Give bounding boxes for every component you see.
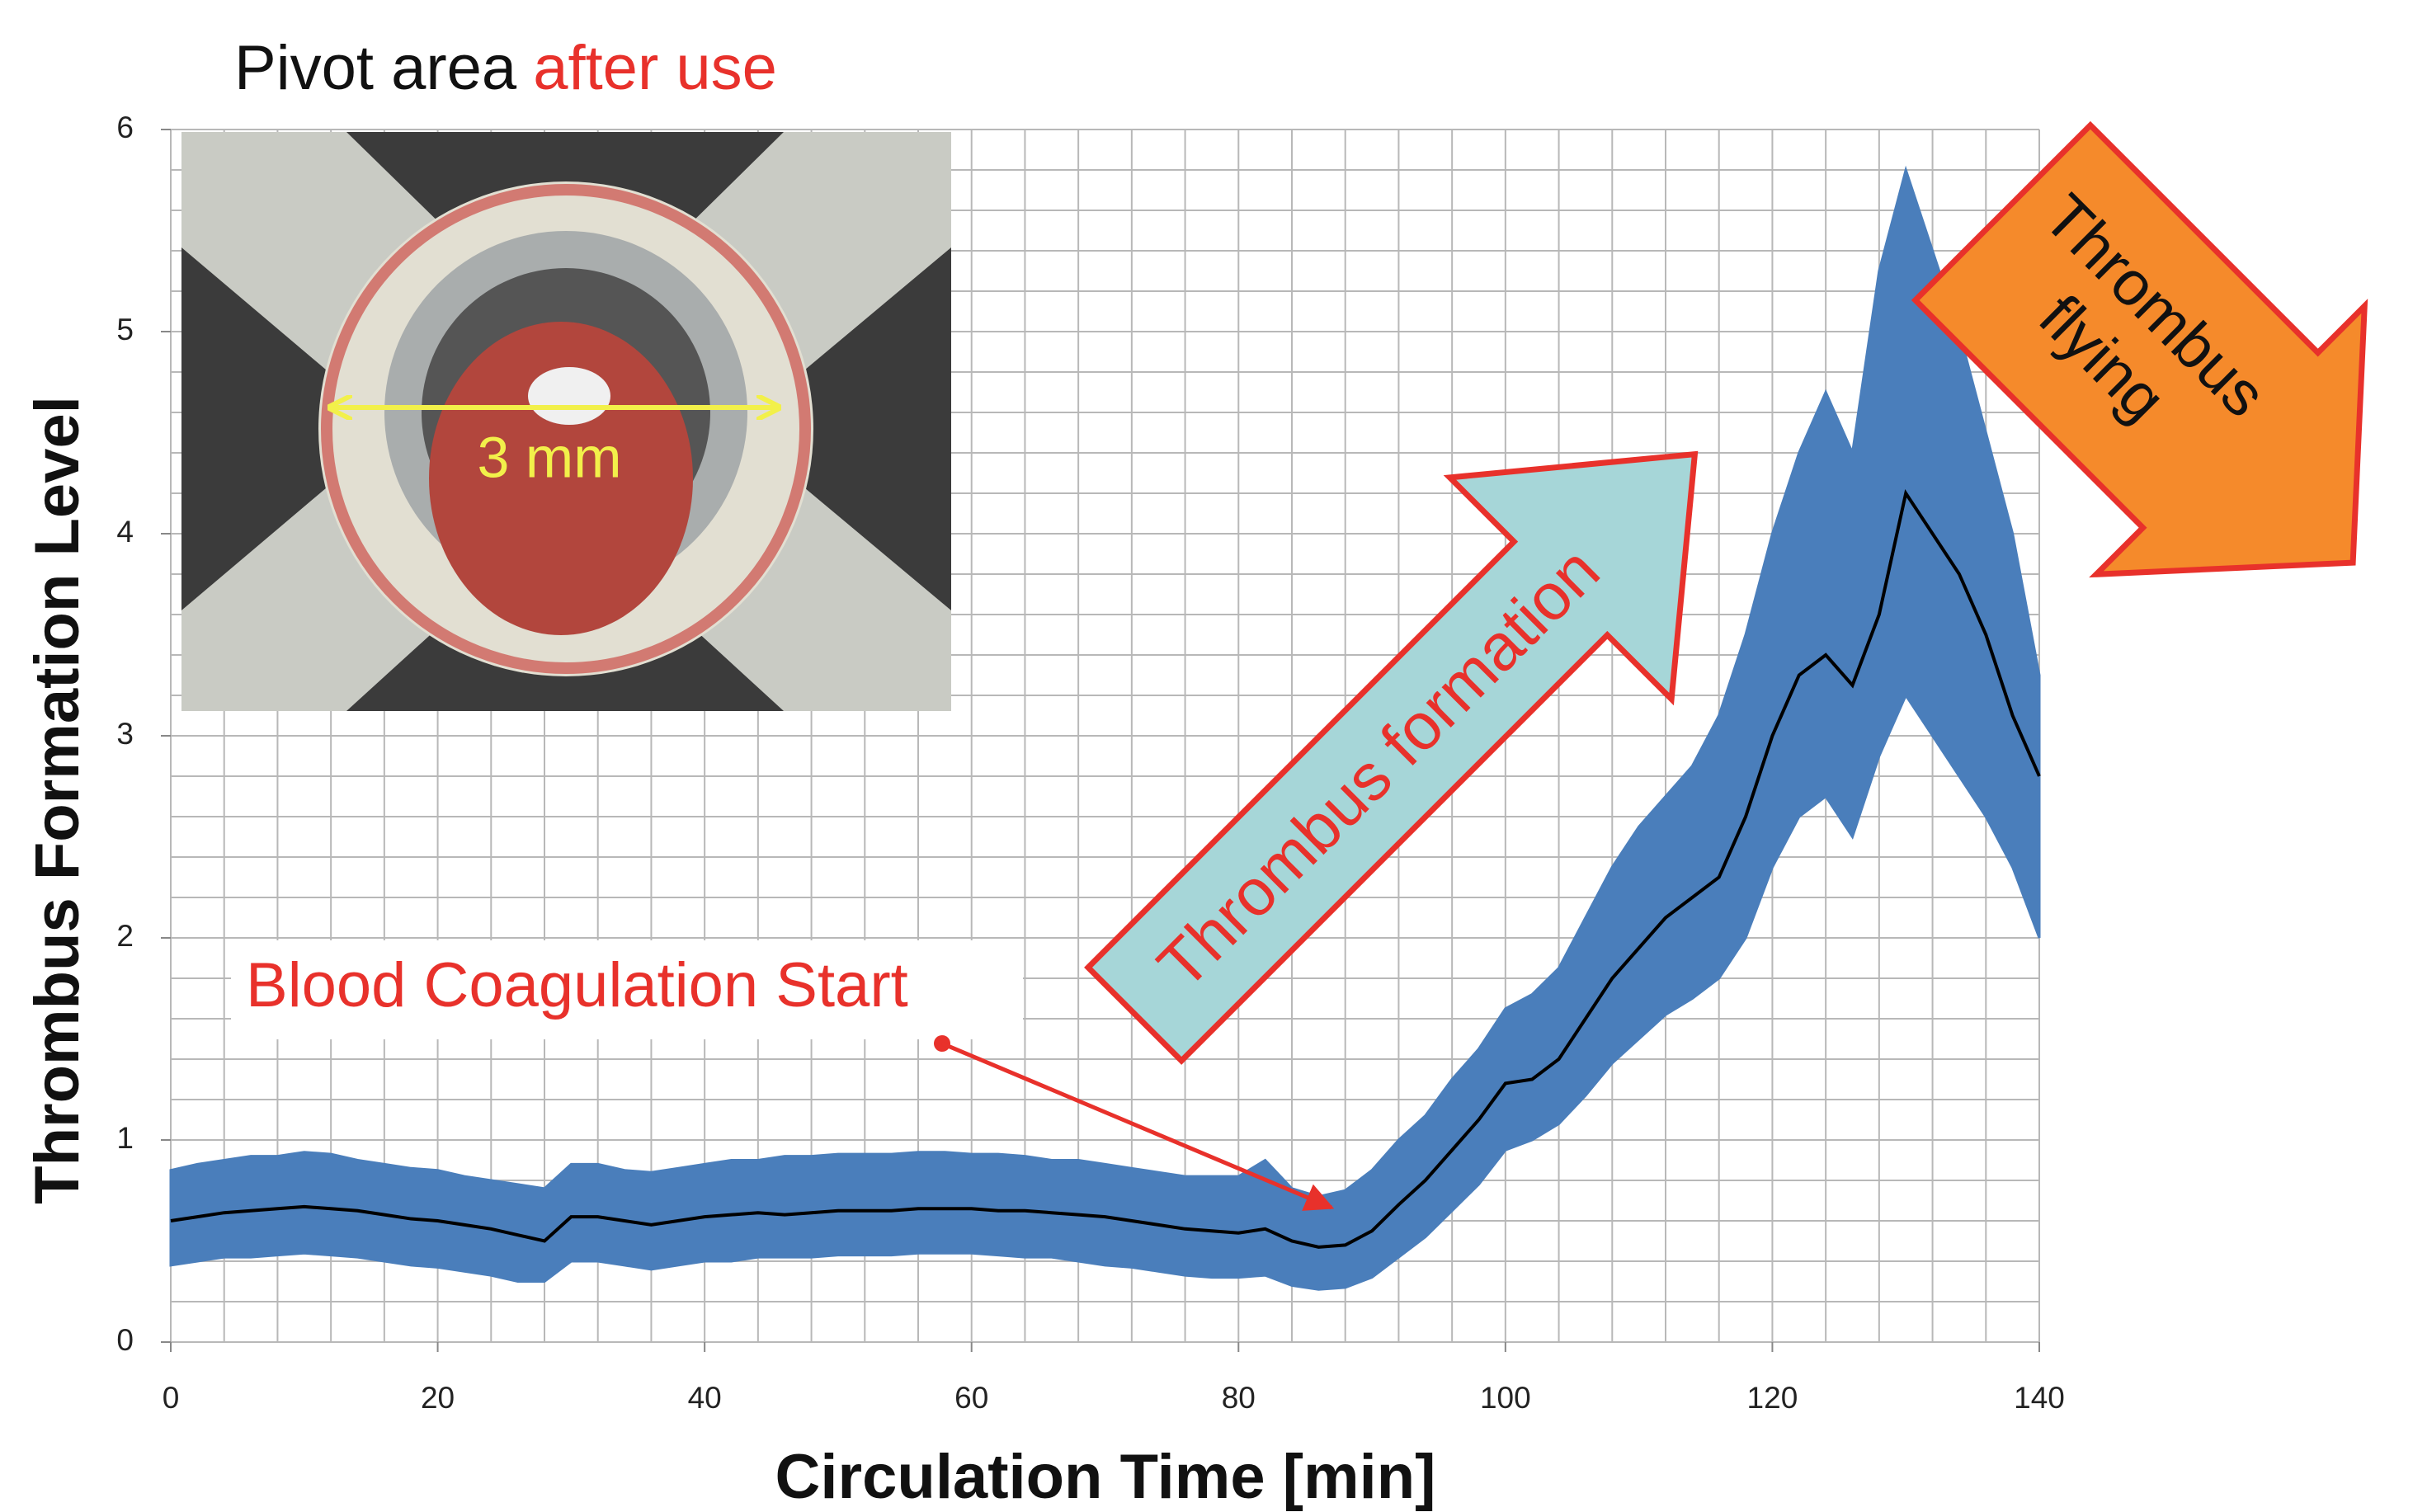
x-tick-label: 20 xyxy=(421,1381,455,1415)
smoothed-line xyxy=(170,488,2041,1249)
y-tick-label: 6 xyxy=(116,111,134,144)
y-tick-label: 4 xyxy=(116,515,134,549)
y-axis-title: Thrombus Formation Level xyxy=(22,396,92,1204)
flying-arrow: Thrombus flying xyxy=(1911,120,2368,578)
x-tick-label: 140 xyxy=(2014,1381,2065,1415)
y-tick-label: 1 xyxy=(116,1121,134,1155)
x-tick-label: 100 xyxy=(1480,1381,1531,1415)
inset-title-main: Pivot area xyxy=(234,33,517,103)
y-tick-label: 0 xyxy=(116,1323,134,1357)
formation-label: Thrombus formation xyxy=(1143,533,1613,1002)
flying-shape xyxy=(1911,120,2368,578)
formation-shape xyxy=(1084,450,1699,1065)
x-tick-label: 40 xyxy=(688,1381,722,1415)
photo-inset: 3 mm xyxy=(181,132,951,711)
inset-title: Pivot area after use xyxy=(234,33,777,103)
x-tick-label: 120 xyxy=(1747,1381,1798,1415)
plot xyxy=(169,165,2041,1291)
label-bg xyxy=(231,940,1023,1039)
y-tick-label: 5 xyxy=(116,313,134,346)
x-axis-title: Circulation Time [min] xyxy=(775,1442,1436,1512)
coagulation-arrow xyxy=(941,1041,1335,1211)
y-tick-label: 3 xyxy=(116,717,134,751)
x-tick-label: 0 xyxy=(163,1381,180,1415)
x-tick-label: 80 xyxy=(1222,1381,1256,1415)
noise-band xyxy=(169,165,2041,1291)
y-tick-label: 2 xyxy=(116,919,134,953)
formation-arrow: Thrombus formation xyxy=(1084,450,1699,1065)
x-tick-label: 60 xyxy=(954,1381,988,1415)
photo-highlight xyxy=(528,367,610,425)
inset-title-highlight: after use xyxy=(533,33,777,103)
photo-ring-red xyxy=(321,184,811,674)
ticks: 0 20 40 60 80 100 120 140 0 1 2 3 4 5 6 xyxy=(116,111,2064,1415)
coagulation-label: Blood Coagulation Start xyxy=(246,950,908,1020)
scale-label: 3 mm xyxy=(478,425,622,489)
